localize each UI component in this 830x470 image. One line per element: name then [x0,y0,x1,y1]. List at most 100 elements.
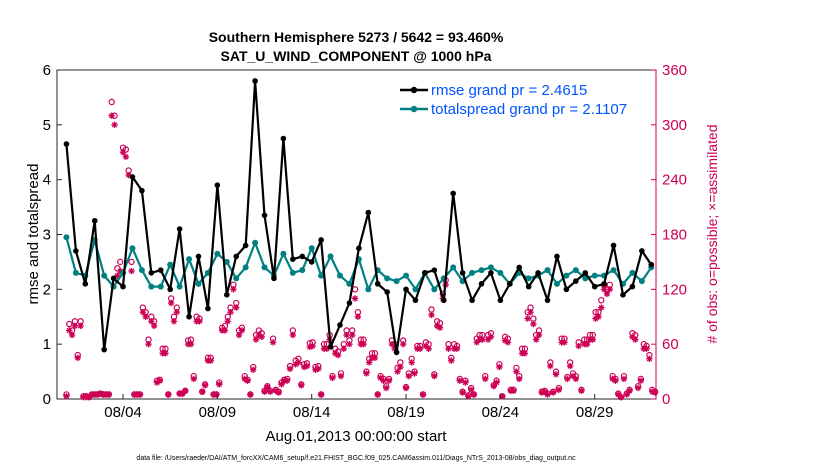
y-axis-right-label: # of obs: o=possible; ×=assimilated [704,124,720,343]
totalspread-point [299,267,306,274]
obs-possible-point [128,258,135,266]
obs-assimilated-point [119,149,127,156]
obs-possible-point [592,308,599,316]
obs-assimilated-point [578,387,585,394]
plot-area [56,69,657,400]
obs-assimilated-point [108,112,115,119]
y-right-tick-label: 240 [662,172,687,189]
obs-count-markers [63,98,659,401]
rmse-point [620,292,626,298]
rmse-point [544,297,551,304]
rmse-point [422,270,428,276]
obs-assimilated-point [487,333,495,341]
totalspread-point [384,275,391,282]
obs-assimilated-point [360,340,367,348]
obs-assimilated-point [504,339,512,346]
obs-assimilated-point [385,377,393,384]
rmse-point [261,212,268,219]
rmse-point [384,289,390,295]
obs-assimilated-point [600,286,608,293]
rmse-point [582,270,589,276]
obs-assimilated-point [592,315,599,322]
obs-assimilated-point [419,391,427,398]
obs-assimilated-point [283,377,291,384]
totalspread-point [223,258,230,265]
rmse-point [82,281,89,287]
rmse-point [554,253,560,260]
rmse-point [412,297,419,304]
rmse-point [129,174,136,180]
totalspread-point [563,272,570,279]
rmse-point [214,182,221,188]
obs-assimilated-point [230,286,237,293]
totalspread-point [450,264,457,271]
obs-assimilated-point [128,267,135,275]
rmse-point [139,187,145,194]
rmse-point [337,322,343,328]
rmse-point [374,281,381,287]
rmse-point [271,275,277,282]
y-left-tick-label: 4 [43,172,51,189]
obs-assimilated-point [224,318,231,325]
x-tick-label: 08/09 [199,404,237,421]
totalspread-point [148,283,155,290]
obs-assimilated-point [238,327,246,334]
rmse-point [356,245,362,252]
obs-assimilated-point [493,379,500,386]
obs-assimilated-point [366,359,373,366]
obs-assimilated-point [71,322,79,330]
rmse-point [101,346,107,353]
y-left-tick-label: 1 [43,336,51,353]
obs-assimilated-point [343,331,350,339]
y-right-tick-label: 0 [662,391,670,408]
obs-assimilated-point [142,313,149,320]
obs-assimilated-point [266,388,274,395]
obs-assimilated-point [201,382,209,389]
rmse-point [91,217,98,224]
y-left-tick-label: 3 [43,227,51,244]
obs-assimilated-point [139,308,147,316]
obs-assimilated-point [111,121,118,129]
obs-assimilated-point [269,339,277,346]
obs-assimilated-point [337,372,345,380]
chart-title-line1: Southern Hemisphere 5273 / 5642 = 93.460… [209,29,504,45]
obs-assimilated-point [105,391,113,398]
obs-assimilated-point [496,363,503,371]
totalspread-point [336,272,343,279]
obs-assimilated-point [235,331,243,339]
rmse-point [459,270,466,276]
obs-assimilated-point [620,375,628,383]
obs-assimilated-point [227,308,234,316]
y-left-tick-label: 6 [43,62,51,79]
rmse-point [73,248,79,254]
rmse-point [186,313,192,320]
totalspread-point [469,269,476,276]
rmse-point [506,281,513,287]
y-right-tick-label: 120 [662,281,687,298]
totalspread-point [403,272,410,279]
rmse-point [252,78,258,84]
obs-assimilated-point [564,375,571,383]
obs-assimilated-point [637,377,645,384]
totalspread-point [167,261,174,268]
rmse-point [469,297,475,304]
obs-assimilated-point [428,311,435,319]
obs-assimilated-point [66,327,73,334]
obs-assimilated-point [530,320,537,328]
rmse-point [601,281,607,287]
obs-assimilated-point [397,363,404,371]
obs-assimilated-point [612,377,619,384]
totalspread-point [195,280,202,287]
obs-assimilated-point [329,374,336,382]
rmse-point [497,297,504,304]
obs-assimilated-point [549,389,557,396]
obs-assimilated-point [516,375,523,383]
totalspread-point [242,264,249,271]
totalspread-point [101,272,108,279]
x-tick-label: 08/04 [104,404,142,421]
totalspread-point [318,272,325,279]
obs-assimilated-point [371,354,379,362]
obs-assimilated-point [286,365,294,373]
rmse-point [176,226,183,232]
